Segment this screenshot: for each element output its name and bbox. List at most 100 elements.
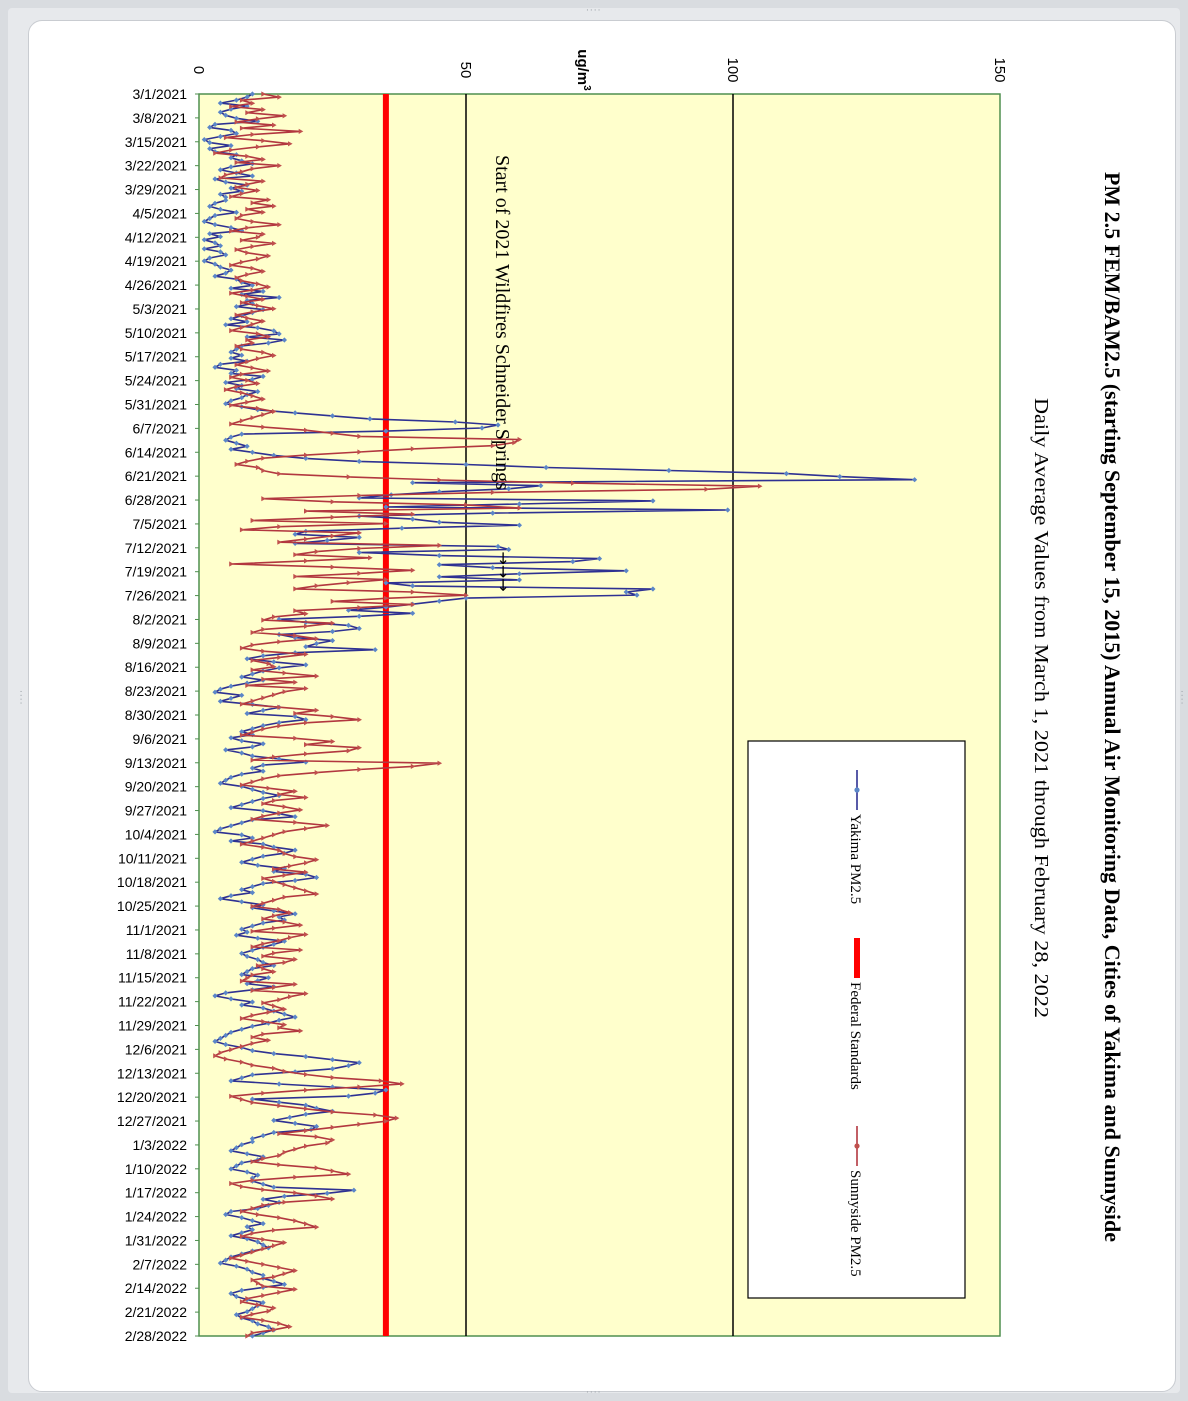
data-point-sunnyside-pm2-5 — [384, 595, 389, 601]
data-point-sunnyside-pm2-5 — [304, 1071, 309, 1078]
date-tick-label: 7/19/2021 — [125, 564, 187, 580]
data-point-sunnyside-pm2-5 — [304, 1221, 309, 1227]
data-point-sunnyside-pm2-5 — [288, 1324, 293, 1330]
data-point-sunnyside-pm2-5 — [330, 1075, 336, 1081]
data-point-yakima-pm2-5 — [223, 379, 229, 386]
data-point-sunnyside-pm2-5 — [314, 891, 320, 897]
data-point-sunnyside-pm2-5 — [314, 1165, 320, 1171]
data-point-yakima-pm2-5 — [538, 483, 544, 489]
data-point-sunnyside-pm2-5 — [250, 340, 256, 346]
resize-grip-top[interactable]: ···· — [586, 6, 602, 16]
data-point-sunnyside-pm2-5 — [261, 178, 266, 184]
data-point-sunnyside-pm2-5 — [245, 206, 250, 212]
data-point-yakima-pm2-5 — [223, 1211, 229, 1218]
data-point-yakima-pm2-5 — [223, 179, 229, 185]
data-point-yakima-pm2-5 — [223, 1032, 229, 1038]
data-point-sunnyside-pm2-5 — [255, 303, 261, 309]
data-point-yakima-pm2-5 — [239, 291, 245, 297]
date-tick-label: 7/26/2021 — [125, 588, 187, 604]
data-point-sunnyside-pm2-5 — [250, 415, 256, 421]
data-point-sunnyside-pm2-5 — [282, 1022, 288, 1028]
data-point-sunnyside-pm2-5 — [261, 1202, 266, 1208]
data-point-yakima-pm2-5 — [244, 1224, 250, 1230]
data-point-sunnyside-pm2-5 — [314, 770, 320, 776]
data-point-sunnyside-pm2-5 — [490, 443, 496, 449]
data-point-sunnyside-pm2-5 — [229, 1093, 234, 1099]
gridlines — [465, 94, 734, 1336]
data-point-yakima-pm2-5 — [506, 546, 512, 553]
data-point-sunnyside-pm2-5 — [261, 156, 266, 162]
data-point-sunnyside-pm2-5 — [282, 1199, 288, 1205]
data-point-sunnyside-pm2-5 — [261, 801, 266, 807]
data-point-yakima-pm2-5 — [265, 975, 271, 981]
data-point-yakima-pm2-5 — [281, 1193, 287, 1199]
data-point-yakima-pm2-5 — [217, 1035, 223, 1041]
resize-grip-left[interactable]: ···· — [15, 690, 25, 706]
data-point-sunnyside-pm2-5 — [266, 1308, 272, 1314]
data-point-yakima-pm2-5 — [255, 956, 261, 963]
data-point-yakima-pm2-5 — [436, 553, 442, 559]
legend-marker-sunnyside-pm2-5 — [854, 1143, 860, 1149]
data-point-sunnyside-pm2-5 — [293, 1218, 298, 1224]
data-point-yakima-pm2-5 — [345, 1093, 352, 1099]
data-point-sunnyside-pm2-5 — [490, 489, 496, 495]
data-point-sunnyside-pm2-5 — [277, 1103, 282, 1109]
data-point-yakima-pm2-5 — [249, 923, 255, 929]
data-point-yakima-pm2-5 — [303, 1102, 309, 1108]
data-point-yakima-pm2-5 — [249, 798, 255, 805]
data-point-sunnyside-pm2-5 — [400, 1081, 405, 1087]
data-point-sunnyside-pm2-5 — [239, 259, 245, 265]
data-point-yakima-pm2-5 — [212, 993, 218, 999]
data-point-sunnyside-pm2-5 — [357, 570, 362, 577]
data-point-yakima-pm2-5 — [244, 929, 250, 935]
data-point-yakima-pm2-5 — [239, 887, 245, 893]
data-point-yakima-pm2-5 — [244, 710, 250, 717]
data-point-sunnyside-pm2-5 — [330, 620, 336, 626]
data-point-sunnyside-pm2-5 — [234, 247, 240, 253]
data-point-yakima-pm2-5 — [228, 370, 234, 376]
data-point-yakima-pm2-5 — [239, 1287, 245, 1293]
resize-grip-right[interactable]: ···· — [1176, 690, 1186, 706]
data-point-sunnyside-pm2-5 — [245, 1296, 250, 1302]
date-tick-label: 3/1/2021 — [133, 86, 188, 102]
data-point-sunnyside-pm2-5 — [261, 626, 266, 633]
data-point-sunnyside-pm2-5 — [250, 1330, 256, 1336]
data-point-yakima-pm2-5 — [490, 565, 496, 571]
date-tick-label: 10/4/2021 — [125, 826, 187, 842]
date-tick-label: 1/3/2022 — [133, 1137, 188, 1153]
data-point-sunnyside-pm2-5 — [234, 159, 240, 166]
data-point-sunnyside-pm2-5 — [234, 461, 240, 467]
data-point-yakima-pm2-5 — [201, 137, 207, 143]
data-point-sunnyside-pm2-5 — [239, 1015, 245, 1022]
data-point-sunnyside-pm2-5 — [250, 1099, 256, 1106]
data-point-sunnyside-pm2-5 — [234, 312, 240, 318]
data-point-yakima-pm2-5 — [356, 625, 362, 632]
data-point-yakima-pm2-5 — [233, 130, 239, 137]
data-point-yakima-pm2-5 — [217, 249, 223, 255]
data-point-sunnyside-pm2-5 — [255, 331, 261, 337]
data-point-yakima-pm2-5 — [276, 616, 282, 622]
data-point-yakima-pm2-5 — [260, 373, 266, 379]
data-point-sunnyside-pm2-5 — [314, 549, 320, 555]
data-point-yakima-pm2-5 — [239, 1026, 245, 1032]
data-point-yakima-pm2-5 — [233, 440, 239, 446]
data-point-yakima-pm2-5 — [436, 598, 442, 604]
data-point-sunnyside-pm2-5 — [245, 271, 250, 278]
data-point-sunnyside-pm2-5 — [261, 900, 266, 906]
date-tick-label: 5/17/2021 — [125, 349, 187, 365]
value-axis-label: ug/m3 — [574, 49, 592, 91]
data-point-yakima-pm2-5 — [249, 1218, 255, 1224]
data-point-sunnyside-pm2-5 — [277, 1215, 282, 1221]
data-point-sunnyside-pm2-5 — [384, 1118, 389, 1124]
value-tick-label: 100 — [724, 57, 741, 82]
data-point-yakima-pm2-5 — [271, 1278, 277, 1284]
data-point-sunnyside-pm2-5 — [266, 661, 272, 667]
data-point-sunnyside-pm2-5 — [229, 1255, 234, 1261]
data-point-sunnyside-pm2-5 — [266, 253, 272, 259]
data-point-sunnyside-pm2-5 — [293, 1190, 298, 1196]
data-point-yakima-pm2-5 — [463, 461, 469, 468]
resize-grip-bottom[interactable]: ···· — [586, 1388, 602, 1398]
data-point-sunnyside-pm2-5 — [282, 1149, 288, 1155]
data-point-yakima-pm2-5 — [276, 665, 282, 671]
data-point-sunnyside-pm2-5 — [250, 321, 256, 327]
